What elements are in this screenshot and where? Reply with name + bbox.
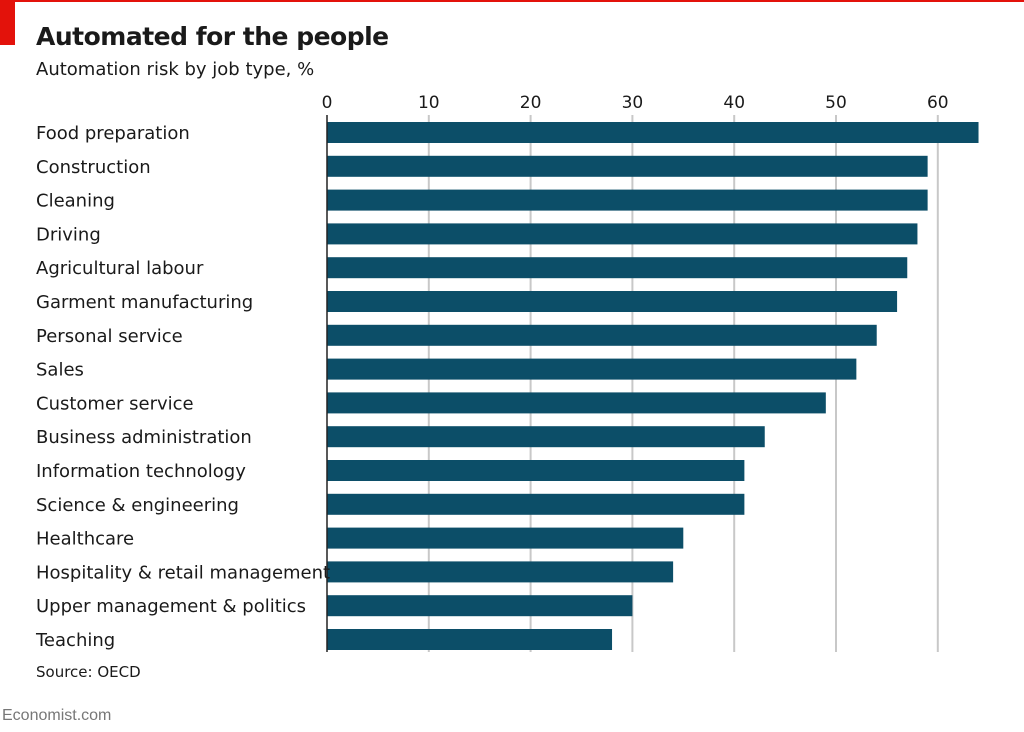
- bar: [327, 392, 826, 414]
- x-tick-label: 20: [520, 93, 542, 113]
- bar: [327, 629, 613, 650]
- bar: [327, 155, 928, 177]
- bar: [327, 122, 979, 143]
- x-tick-label: 60: [927, 93, 949, 113]
- category-label: Healthcare: [36, 529, 134, 550]
- bar: [327, 291, 898, 312]
- accent-line: [0, 0, 1024, 2]
- bar: [327, 426, 765, 448]
- chart-subtitle: Automation risk by job type, %: [36, 59, 315, 80]
- bar: [327, 257, 908, 279]
- bar: [327, 595, 633, 617]
- category-label: Agricultural labour: [36, 258, 204, 279]
- x-tick-label: 50: [825, 93, 847, 113]
- bar: [327, 223, 918, 245]
- category-label: Information technology: [36, 461, 246, 482]
- x-tick-label: 30: [622, 93, 644, 113]
- bar: [327, 189, 928, 211]
- category-label: Construction: [36, 157, 151, 178]
- category-label: Driving: [36, 224, 101, 245]
- chart-title: Automated for the people: [36, 22, 389, 51]
- category-label: Teaching: [35, 630, 115, 651]
- category-label: Garment manufacturing: [36, 292, 253, 313]
- bar: [327, 324, 877, 346]
- x-tick-label: 0: [322, 93, 333, 113]
- bar: [327, 460, 745, 481]
- category-label: Personal service: [36, 326, 183, 347]
- category-label: Hospitality & retail management: [36, 562, 330, 583]
- source-note: Source: OECD: [36, 663, 141, 681]
- category-label: Customer service: [36, 393, 194, 414]
- category-label: Business administration: [36, 427, 252, 448]
- bar: [327, 561, 674, 583]
- category-label: Cleaning: [36, 191, 115, 212]
- x-tick-label: 40: [723, 93, 745, 113]
- category-label: Sales: [36, 360, 84, 381]
- bar: [327, 527, 684, 549]
- category-label: Upper management & politics: [36, 596, 306, 617]
- accent-tag: [0, 0, 15, 45]
- brand-logo: Economist.com: [2, 707, 112, 724]
- bar: [327, 493, 745, 515]
- x-tick-label: 10: [418, 93, 440, 113]
- category-label: Food preparation: [36, 123, 190, 144]
- bar: [327, 358, 857, 380]
- category-label: Science & engineering: [36, 495, 239, 516]
